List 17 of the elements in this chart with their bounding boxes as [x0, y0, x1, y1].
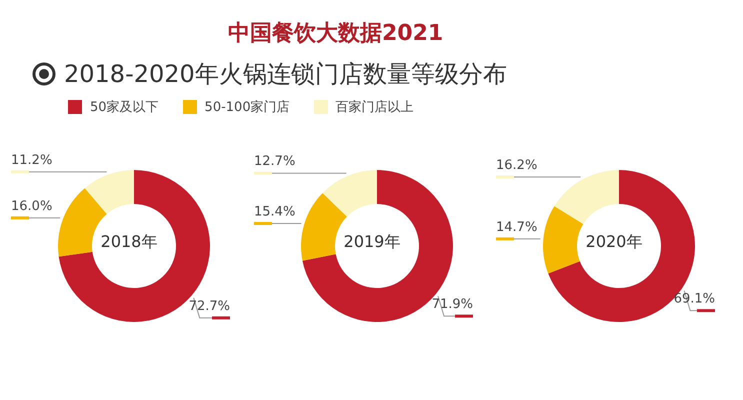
legend-label: 50家及以下	[89, 99, 159, 116]
data-label: 15.4%	[254, 204, 295, 220]
data-label: 16.0%	[11, 198, 52, 214]
data-label: 16.2%	[496, 158, 538, 174]
data-label: 71.9%	[431, 297, 472, 312]
chart-subtitle: 2018-2020年火锅连锁门店数量等级分布	[64, 59, 507, 90]
slice-label: 2020年	[586, 232, 642, 251]
data-label: 14.7%	[496, 220, 538, 235]
data-label: 11.2%	[11, 152, 52, 168]
legend-label: 百家门店以上	[334, 99, 414, 116]
data-label: 69.1%	[674, 292, 715, 307]
chart-title: 中国餐饮大数据2021	[227, 20, 444, 48]
data-label: 72.7%	[188, 298, 230, 314]
slice-label: 2018年	[100, 232, 158, 251]
slice-label: 2019年	[343, 232, 400, 251]
data-label: 12.7%	[254, 154, 295, 170]
legend-label: 50-100家门店	[204, 99, 290, 116]
